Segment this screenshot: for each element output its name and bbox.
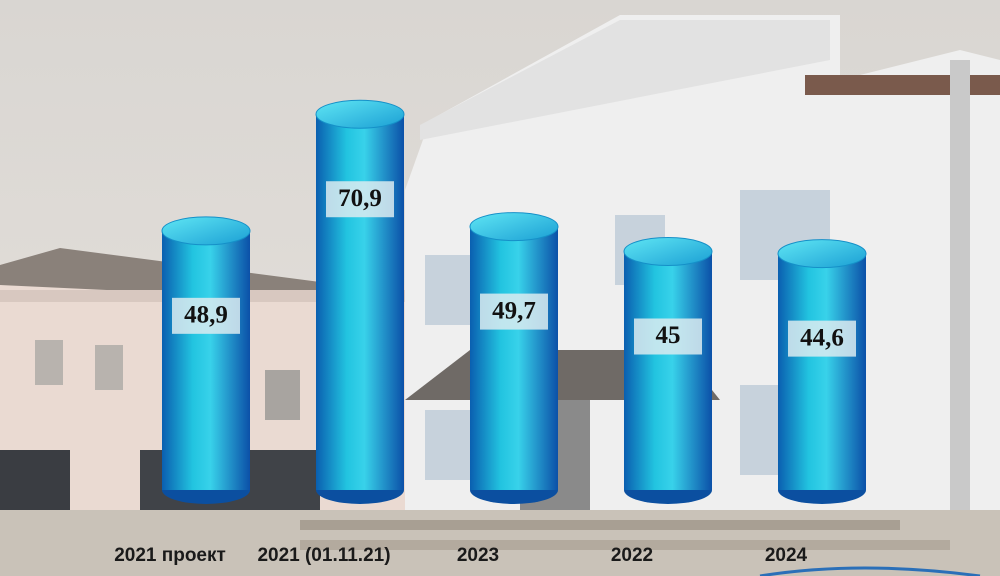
bar-body	[624, 251, 712, 490]
x-tick-label: 2021 (01.11.21)	[257, 545, 390, 566]
x-tick-label: 2023	[457, 545, 499, 566]
value-label: 48,9	[184, 302, 228, 329]
bar-body	[316, 114, 404, 490]
x-tick-label: 2024	[765, 545, 808, 566]
x-tick-label: 2022	[611, 545, 653, 566]
bar-top	[315, 99, 405, 129]
value-label: 45	[656, 322, 681, 349]
bar-top	[777, 239, 867, 269]
bar	[315, 99, 405, 504]
bar	[777, 239, 867, 504]
value-label: 44,6	[800, 324, 844, 351]
value-label-box	[172, 297, 240, 334]
value-label-box	[326, 181, 394, 218]
value-label-box	[480, 293, 548, 330]
bar	[623, 237, 713, 504]
bar-top	[469, 212, 559, 242]
value-label: 70,9	[338, 185, 382, 212]
x-tick-label: 2021 проект	[114, 545, 226, 566]
bar-top	[161, 216, 251, 246]
bar-body	[470, 226, 558, 490]
bar-body	[778, 253, 866, 490]
bar	[161, 216, 251, 504]
value-label: 49,7	[492, 297, 536, 324]
bar-body	[162, 230, 250, 490]
bar-top	[623, 237, 713, 266]
value-label-box	[634, 318, 702, 355]
bar	[469, 212, 559, 504]
value-label-box	[788, 320, 856, 357]
